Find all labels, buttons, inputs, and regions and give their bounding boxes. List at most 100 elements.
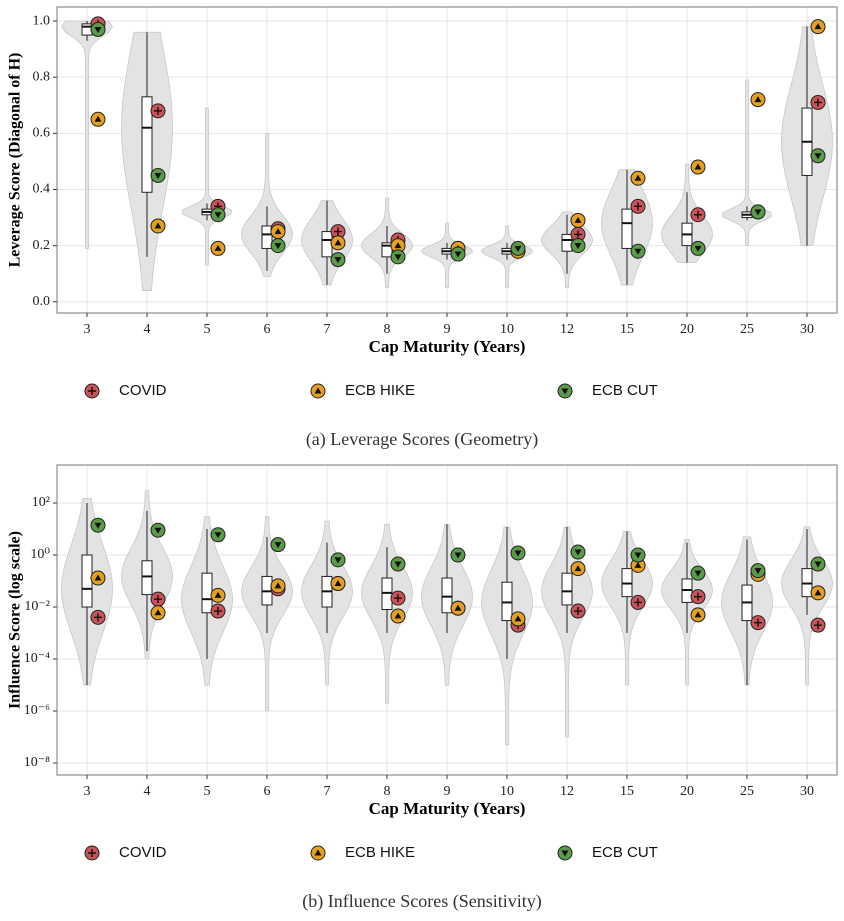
event-marker xyxy=(810,585,826,601)
marker-glyph xyxy=(574,243,582,250)
event-marker xyxy=(390,608,406,624)
marker-glyph xyxy=(454,251,462,258)
event-marker xyxy=(630,594,646,610)
event-marker xyxy=(150,591,166,607)
event-marker xyxy=(150,605,166,621)
y-tick-label: 10⁻² xyxy=(24,599,50,614)
legend-marker xyxy=(310,845,326,861)
marker-glyph xyxy=(694,611,702,618)
marker-glyph xyxy=(754,568,762,575)
event-marker xyxy=(90,111,106,127)
x-axis-title: Cap Maturity (Years) xyxy=(369,799,526,818)
marker-glyph xyxy=(334,580,342,587)
event-marker xyxy=(690,240,706,256)
box xyxy=(321,231,333,258)
caption: (b) Influence Scores (Sensitivity) xyxy=(302,891,541,912)
marker-glyph xyxy=(574,549,582,556)
event-marker xyxy=(450,547,466,563)
legend-label: ECB CUT xyxy=(592,382,658,399)
marker-glyph xyxy=(94,574,102,581)
event-marker xyxy=(570,561,586,577)
x-tick-label: 20 xyxy=(680,784,694,799)
marker-glyph xyxy=(394,242,402,249)
marker-glyph xyxy=(814,153,822,160)
marker-glyph xyxy=(634,552,642,559)
marker-glyph xyxy=(94,26,102,33)
caption: (a) Leverage Scores (Geometry) xyxy=(306,429,538,450)
violin xyxy=(722,79,772,247)
x-tick-label: 10 xyxy=(500,784,514,799)
x-tick-label: 30 xyxy=(800,322,814,337)
marker-glyph xyxy=(694,592,702,601)
x-tick-label: 9 xyxy=(444,322,451,337)
marker-glyph xyxy=(394,254,402,261)
event-marker xyxy=(510,545,526,561)
event-marker xyxy=(570,212,586,228)
marker-glyph xyxy=(214,532,222,539)
x-tick-label: 12 xyxy=(560,322,574,337)
legend-label: COVID xyxy=(119,382,167,399)
x-tick-label: 5 xyxy=(204,322,211,337)
marker-glyph xyxy=(94,522,102,529)
marker-glyph xyxy=(154,106,162,115)
event-marker xyxy=(810,148,826,164)
event-marker xyxy=(210,527,226,543)
y-tick-label: 10⁰ xyxy=(30,547,50,562)
y-axis-title: Influence Score (log scale) xyxy=(7,531,24,709)
marker-glyph xyxy=(154,172,162,179)
marker-glyph xyxy=(694,245,702,252)
marker-glyph xyxy=(814,589,822,596)
event-marker xyxy=(690,589,706,605)
marker-glyph xyxy=(574,565,582,572)
event-marker xyxy=(690,565,706,581)
marker-glyph xyxy=(634,598,642,607)
y-tick-label: 0.2 xyxy=(33,238,51,253)
event-marker xyxy=(450,600,466,616)
event-marker xyxy=(270,578,286,594)
event-marker xyxy=(90,570,106,586)
marker-glyph xyxy=(814,561,822,568)
x-tick-label: 30 xyxy=(800,784,814,799)
marker-glyph xyxy=(214,212,222,219)
marker-glyph xyxy=(561,850,569,857)
marker-glyph xyxy=(754,209,762,216)
legend-marker xyxy=(84,845,100,861)
event-marker xyxy=(330,552,346,568)
marker-glyph xyxy=(214,244,222,251)
event-marker xyxy=(810,94,826,110)
legend-marker xyxy=(84,383,100,399)
event-marker xyxy=(90,609,106,625)
marker-glyph xyxy=(814,23,822,30)
event-marker xyxy=(150,103,166,119)
event-marker xyxy=(390,590,406,606)
marker-glyph xyxy=(814,621,822,630)
x-tick-label: 12 xyxy=(560,784,574,799)
event-marker xyxy=(810,556,826,572)
event-marker xyxy=(510,611,526,627)
marker-glyph xyxy=(574,607,582,616)
marker-glyph xyxy=(94,115,102,122)
event-marker xyxy=(330,224,346,240)
marker-glyph xyxy=(154,527,162,534)
event-marker xyxy=(750,563,766,579)
marker-glyph xyxy=(514,615,522,622)
event-marker xyxy=(390,249,406,265)
event-marker xyxy=(450,246,466,262)
event-marker xyxy=(330,252,346,268)
x-tick-label: 15 xyxy=(620,322,634,337)
marker-glyph xyxy=(394,612,402,619)
marker-glyph xyxy=(314,849,322,856)
box xyxy=(441,577,453,614)
marker-glyph xyxy=(814,98,822,107)
event-marker xyxy=(90,517,106,533)
y-tick-label: 10⁻⁴ xyxy=(24,651,50,666)
y-tick-label: 0.4 xyxy=(33,182,51,197)
event-marker xyxy=(630,243,646,259)
event-marker xyxy=(270,224,286,240)
marker-glyph xyxy=(574,216,582,223)
marker-glyph xyxy=(334,557,342,564)
event-marker xyxy=(510,240,526,256)
legend-label: COVID xyxy=(119,844,167,861)
y-tick-label: 10² xyxy=(32,495,50,510)
